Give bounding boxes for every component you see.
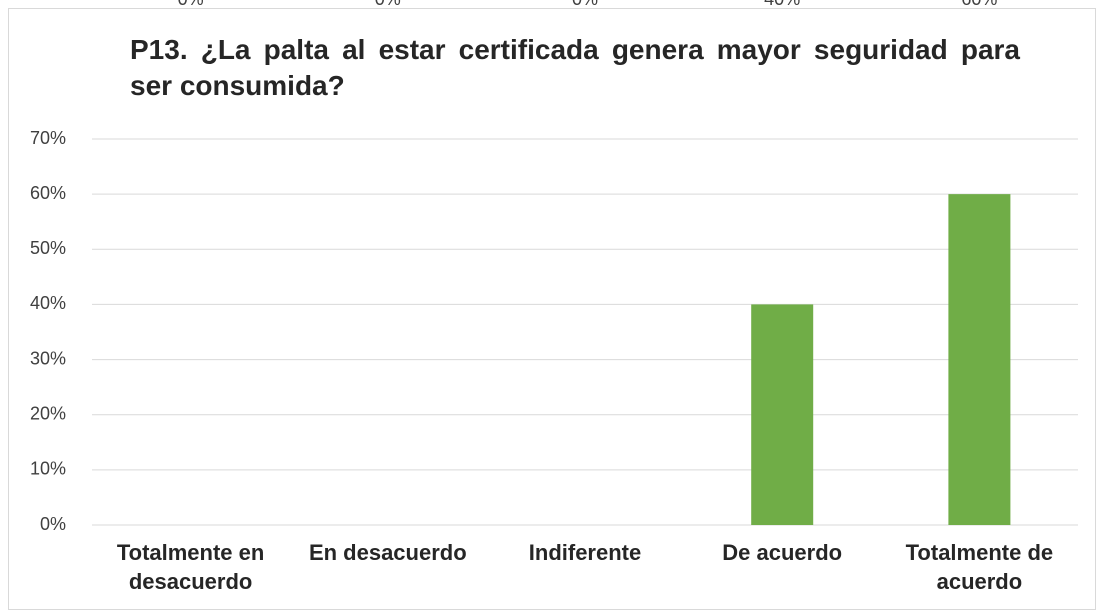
y-tick-label: 60%: [30, 183, 66, 203]
x-tick-label: En desacuerdo: [308, 540, 467, 565]
x-tick-label: Indiferente: [528, 540, 642, 565]
y-tick-label: 50%: [30, 238, 66, 258]
bar: [751, 304, 814, 525]
x-tick-label: Totalmente en desacuerdo: [116, 540, 265, 594]
chart-title: P13. ¿La palta al estar certificada gene…: [130, 34, 1020, 101]
y-tick-label: 20%: [30, 403, 66, 423]
x-tick-label: De acuerdo: [722, 540, 843, 565]
data-label: 0%: [572, 0, 598, 9]
y-tick-label: 30%: [30, 348, 66, 368]
y-tick-label: 10%: [30, 459, 66, 479]
y-tick-label: 0%: [40, 514, 66, 534]
data-label: 0%: [178, 0, 204, 9]
data-label: 60%: [961, 0, 997, 9]
bar: [948, 194, 1011, 525]
chart-border: [8, 8, 1096, 610]
x-tick-label: Totalmente de acuerdo: [905, 540, 1054, 594]
y-tick-label: 70%: [30, 128, 66, 148]
y-tick-label: 40%: [30, 293, 66, 313]
data-label: 0%: [375, 0, 401, 9]
data-label: 40%: [764, 0, 800, 9]
